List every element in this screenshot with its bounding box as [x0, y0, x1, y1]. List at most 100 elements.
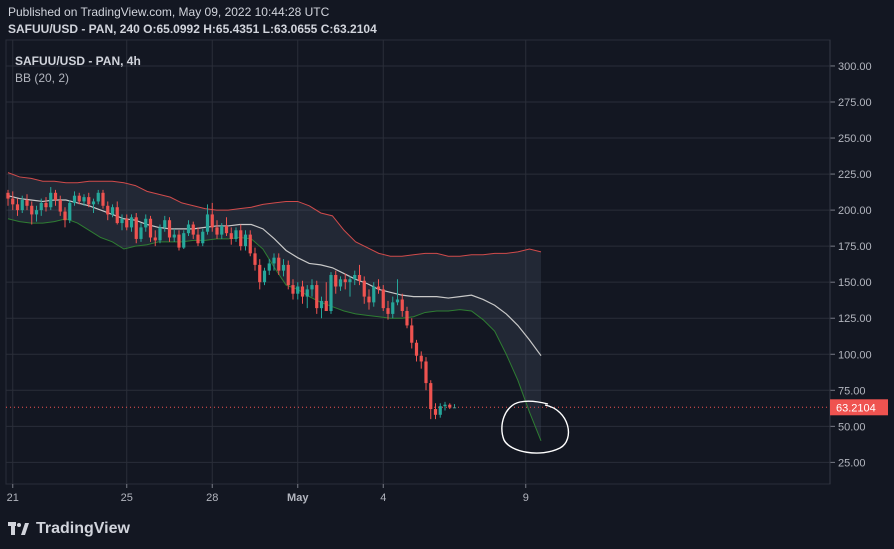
candle-body — [87, 197, 91, 205]
candle-body — [11, 198, 15, 205]
y-tick-label: 150.00 — [838, 277, 872, 289]
candle-body — [53, 192, 58, 201]
candle-body — [443, 404, 447, 407]
candle-body — [395, 299, 400, 303]
x-tick-label: 28 — [206, 492, 218, 504]
candle-body — [101, 192, 105, 206]
candle-body — [448, 404, 452, 408]
candle-body — [167, 220, 172, 238]
candle-body — [158, 227, 162, 241]
candle-body — [110, 207, 115, 215]
bollinger-band-fill — [8, 172, 541, 441]
candle-body — [220, 225, 224, 235]
candle-body — [106, 205, 110, 215]
candle-body — [144, 218, 148, 228]
low-label: L: — [262, 22, 274, 36]
candle-body — [115, 207, 119, 224]
candle-body — [267, 263, 271, 271]
candle-body — [286, 264, 290, 286]
candle-body — [362, 280, 366, 297]
candle-body — [433, 409, 438, 415]
candle-body — [262, 270, 267, 283]
candle-body — [300, 286, 305, 297]
candle-body — [120, 218, 124, 224]
candle-body — [272, 257, 276, 264]
candle-body — [419, 355, 423, 362]
candle-body — [15, 204, 20, 211]
y-tick-label: 50.00 — [838, 421, 866, 433]
tradingview-logo: TradingView — [8, 520, 130, 538]
candle-body — [72, 195, 77, 203]
candles-group — [6, 187, 457, 420]
candle-body — [91, 201, 96, 205]
y-tick-label: 25.00 — [838, 457, 866, 469]
candle-body — [438, 406, 442, 415]
x-tick-label: 25 — [121, 492, 133, 504]
candle-body — [281, 264, 286, 271]
candle-body — [205, 214, 210, 232]
high-value: 65.4351 — [215, 22, 260, 36]
candle-body — [129, 217, 134, 228]
candle-body — [381, 289, 385, 309]
candle-body — [148, 218, 153, 238]
candle-body — [25, 200, 29, 206]
candle-body — [310, 285, 314, 290]
candle-body — [234, 230, 238, 239]
close-value: 63.2104 — [333, 22, 377, 36]
ohlc-readout: SAFUU/USD - PAN, 240 O:65.0992 H:65.4351… — [8, 22, 377, 36]
candle-body — [82, 197, 86, 202]
candle-body — [139, 227, 143, 239]
candle-body — [6, 192, 10, 199]
open-label: O: — [143, 22, 157, 36]
y-tick-label: 100.00 — [838, 349, 872, 361]
y-tick-label: 300.00 — [838, 61, 872, 73]
y-tick-label: 75.00 — [838, 385, 866, 397]
candle-body — [196, 234, 200, 244]
legend-series: SAFUU/USD - PAN, 4h — [15, 54, 141, 68]
candle-body — [319, 300, 324, 309]
legend-indicator: BB (20, 2) — [15, 71, 69, 85]
candle-body — [324, 300, 328, 312]
candle-body — [172, 234, 176, 238]
candle-body — [410, 325, 414, 343]
tradingview-logo-icon — [8, 522, 29, 535]
candle-body — [215, 227, 219, 235]
x-tick-label: 9 — [523, 492, 529, 504]
high-label: H: — [203, 22, 216, 36]
y-tick-label: 225.00 — [838, 169, 872, 181]
x-tick-label: 4 — [380, 492, 386, 504]
candle-body — [96, 192, 100, 202]
candle-body — [357, 274, 362, 281]
candle-body — [452, 407, 457, 409]
hand-drawn-circle-annotation — [501, 400, 570, 454]
candle-body — [20, 200, 24, 211]
candle-body — [386, 308, 390, 314]
candle-body — [182, 233, 186, 248]
candle-body — [186, 224, 191, 234]
candle-body — [243, 234, 248, 247]
published-caption: Published on TradingView.com, May 09, 20… — [8, 5, 330, 19]
candle-body — [125, 218, 129, 228]
x-tick-label: May — [287, 492, 309, 504]
candle-body — [429, 383, 433, 410]
candle-body — [277, 257, 281, 271]
candle-body — [424, 361, 428, 384]
candle-body — [201, 231, 205, 244]
bollinger-upper-line — [7, 172, 542, 257]
candle-body — [34, 210, 39, 215]
last-price-label: 63.2104 — [836, 402, 876, 414]
candle-body — [30, 205, 34, 215]
candle-body — [291, 285, 295, 294]
candle-body — [153, 237, 157, 241]
candle-body — [224, 225, 229, 234]
candle-body — [77, 195, 81, 202]
candle-body — [68, 202, 72, 221]
candle-body — [39, 202, 43, 211]
candle-body — [367, 296, 371, 303]
y-tick-label: 175.00 — [838, 241, 872, 253]
candle-body — [348, 279, 352, 283]
candle-body — [405, 311, 409, 326]
candle-body — [253, 253, 257, 265]
candle-body — [58, 200, 62, 212]
